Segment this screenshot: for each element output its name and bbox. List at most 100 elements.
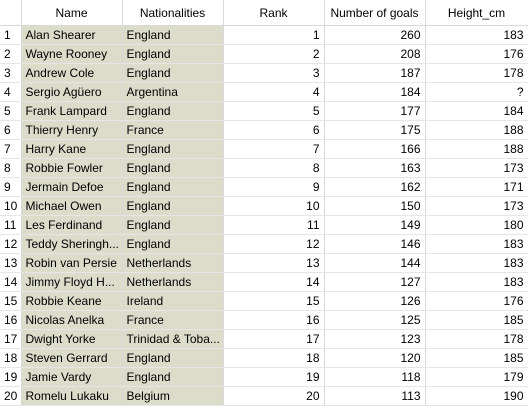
goals-cell[interactable]: 146 [324,234,426,254]
row-index-cell[interactable]: 1 [0,25,22,45]
row-index-cell[interactable]: 4 [0,82,22,102]
rank-cell[interactable]: 2 [223,44,325,64]
row-index-cell[interactable]: 5 [0,101,22,121]
table-row[interactable]: 4 Sergio Agüero Argentina 4 184? [0,82,528,102]
height-cell[interactable]: 178 [425,329,528,349]
nationality-cell[interactable]: England [122,158,224,178]
goals-cell[interactable]: 113 [324,386,426,406]
goals-cell[interactable]: 123 [324,329,426,349]
height-cell[interactable]: 183 [425,234,528,254]
table-row[interactable]: 2 Wayne Rooney England 2 208 176 [0,44,528,64]
name-cell[interactable]: Robin van Persie [21,253,123,273]
column-header-name[interactable]: Name [21,0,123,26]
height-cell[interactable]: ? [425,82,528,102]
row-index-cell[interactable]: 9 [0,177,22,197]
name-cell[interactable]: Sergio Agüero [21,82,123,102]
rank-cell[interactable]: 20 [223,386,325,406]
nationality-cell[interactable]: England [122,215,224,235]
rank-cell[interactable]: 3 [223,63,325,83]
height-cell[interactable]: 183 [425,25,528,45]
column-header-nationalities[interactable]: Nationalities [122,0,224,26]
column-header-index[interactable] [0,0,22,26]
name-cell[interactable]: Andrew Cole [21,63,123,83]
goals-cell[interactable]: 208 [324,44,426,64]
table-row[interactable]: 12 Teddy Sheringh... England 12 146 183 [0,234,528,254]
table-row[interactable]: 8 Robbie Fowler England 8 163 173 [0,158,528,178]
rank-cell[interactable]: 11 [223,215,325,235]
table-row[interactable]: 13 Robin van Persie Netherlands 13 144 183 [0,253,528,273]
rank-cell[interactable]: 14 [223,272,325,292]
row-index-cell[interactable]: 14 [0,272,22,292]
row-index-cell[interactable]: 11 [0,215,22,235]
height-cell[interactable]: 183 [425,272,528,292]
goals-cell[interactable]: 125 [324,310,426,330]
rank-cell[interactable]: 7 [223,139,325,159]
goals-cell[interactable]: 177 [324,101,426,121]
table-row[interactable]: 20 Romelu Lukaku Belgium 20 113 190 [0,386,528,406]
name-cell[interactable]: Thierry Henry [21,120,123,140]
rank-cell[interactable]: 16 [223,310,325,330]
name-cell[interactable]: Jimmy Floyd H... [21,272,123,292]
rank-cell[interactable]: 4 [223,82,325,102]
height-cell[interactable]: 173 [425,196,528,216]
name-cell[interactable]: Jermain Defoe [21,177,123,197]
row-index-cell[interactable]: 18 [0,348,22,368]
rank-cell[interactable]: 1 [223,25,325,45]
row-index-cell[interactable]: 8 [0,158,22,178]
goals-cell[interactable]: 184 [324,82,426,102]
table-row[interactable]: 10 Michael Owen England 10 150 173 [0,196,528,216]
name-cell[interactable]: Alan Shearer [21,25,123,45]
table-row[interactable]: 3 Andrew Cole England 3 187 178 [0,63,528,83]
row-index-cell[interactable]: 6 [0,120,22,140]
height-cell[interactable]: 188 [425,120,528,140]
row-index-cell[interactable]: 19 [0,367,22,387]
row-index-cell[interactable]: 15 [0,291,22,311]
nationality-cell[interactable]: England [122,348,224,368]
row-index-cell[interactable]: 20 [0,386,22,406]
nationality-cell[interactable]: France [122,310,224,330]
goals-cell[interactable]: 187 [324,63,426,83]
name-cell[interactable]: Robbie Fowler [21,158,123,178]
rank-cell[interactable]: 15 [223,291,325,311]
goals-cell[interactable]: 149 [324,215,426,235]
goals-cell[interactable]: 126 [324,291,426,311]
height-cell[interactable]: 176 [425,291,528,311]
table-row[interactable]: 1 Alan Shearer England 1 260 183 [0,25,528,45]
name-cell[interactable]: Michael Owen [21,196,123,216]
goals-cell[interactable]: 127 [324,272,426,292]
height-cell[interactable]: 179 [425,367,528,387]
row-index-cell[interactable]: 17 [0,329,22,349]
nationality-cell[interactable]: France [122,120,224,140]
name-cell[interactable]: Frank Lampard [21,101,123,121]
rank-cell[interactable]: 12 [223,234,325,254]
goals-cell[interactable]: 162 [324,177,426,197]
height-cell[interactable]: 185 [425,348,528,368]
nationality-cell[interactable]: Belgium [122,386,224,406]
table-row[interactable]: 17 Dwight Yorke Trinidad & Toba... 17 123 178 [0,329,528,349]
nationality-cell[interactable]: Argentina [122,82,224,102]
name-cell[interactable]: Harry Kane [21,139,123,159]
row-index-cell[interactable]: 2 [0,44,22,64]
goals-cell[interactable]: 144 [324,253,426,273]
table-row[interactable]: 18 Steven Gerrard England 18 120 185 [0,348,528,368]
height-cell[interactable]: 184 [425,101,528,121]
height-cell[interactable]: 188 [425,139,528,159]
column-header-number-of-goals[interactable]: Number of goals [324,0,426,26]
goals-cell[interactable]: 150 [324,196,426,216]
table-row[interactable]: 14 Jimmy Floyd H... Netherlands 14 127 183 [0,272,528,292]
goals-cell[interactable]: 260 [324,25,426,45]
table-row[interactable]: 7 Harry Kane England 7 166 188 [0,139,528,159]
column-header-rank[interactable]: Rank [223,0,325,26]
name-cell[interactable]: Nicolas Anelka [21,310,123,330]
column-header-height-cm[interactable]: Height_cm [425,0,528,26]
height-cell[interactable]: 178 [425,63,528,83]
rank-cell[interactable]: 5 [223,101,325,121]
rank-cell[interactable]: 18 [223,348,325,368]
rank-cell[interactable]: 17 [223,329,325,349]
table-row[interactable]: 5 Frank Lampard England 5 177 184 [0,101,528,121]
row-index-cell[interactable]: 3 [0,63,22,83]
nationality-cell[interactable]: Netherlands [122,253,224,273]
goals-cell[interactable]: 175 [324,120,426,140]
row-index-cell[interactable]: 16 [0,310,22,330]
rank-cell[interactable]: 10 [223,196,325,216]
